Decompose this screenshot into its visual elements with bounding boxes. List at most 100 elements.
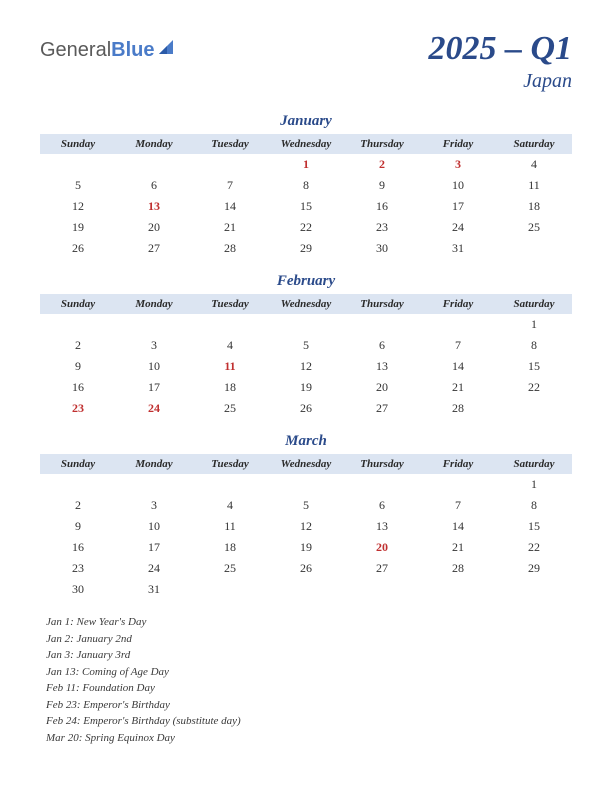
calendar-row: 3031 xyxy=(40,579,572,600)
calendar-cell: 13 xyxy=(344,356,420,377)
calendar-cell: 29 xyxy=(496,558,572,579)
logo-text-2: Blue xyxy=(111,39,154,62)
day-header: Thursday xyxy=(344,454,420,474)
calendar-cell: 30 xyxy=(40,579,116,600)
calendar-cell xyxy=(268,474,344,495)
calendar-cell: 13 xyxy=(116,196,192,217)
calendar-cell: 7 xyxy=(420,495,496,516)
months-container: January SundayMondayTuesdayWednesdayThurs… xyxy=(40,113,572,600)
calendar-cell: 3 xyxy=(116,495,192,516)
calendar-cell: 18 xyxy=(496,196,572,217)
calendar-row: 16171819202122 xyxy=(40,537,572,558)
calendar-cell: 16 xyxy=(344,196,420,217)
calendar-row: 1 xyxy=(40,314,572,335)
calendar-cell: 25 xyxy=(496,217,572,238)
holiday-entry: Mar 20: Spring Equinox Day xyxy=(46,730,572,747)
calendar-cell xyxy=(192,579,268,600)
calendar-cell: 16 xyxy=(40,537,116,558)
calendar-table: SundayMondayTuesdayWednesdayThursdayFrid… xyxy=(40,134,572,259)
logo-text-1: General xyxy=(40,39,111,62)
calendar-cell: 18 xyxy=(192,377,268,398)
calendar-cell: 31 xyxy=(116,579,192,600)
calendar-cell xyxy=(268,579,344,600)
calendar-row: 2345678 xyxy=(40,335,572,356)
calendar-cell: 1 xyxy=(496,474,572,495)
calendar-cell: 20 xyxy=(344,377,420,398)
day-header: Saturday xyxy=(496,454,572,474)
calendar-cell: 26 xyxy=(268,398,344,419)
calendar-cell: 15 xyxy=(496,356,572,377)
calendar-cell xyxy=(192,474,268,495)
day-header: Tuesday xyxy=(192,294,268,314)
title-block: 2025 – Q1 Japan xyxy=(428,30,572,93)
calendar-cell: 23 xyxy=(344,217,420,238)
calendar-cell: 4 xyxy=(192,495,268,516)
calendar-cell xyxy=(116,474,192,495)
calendar-cell: 24 xyxy=(116,398,192,419)
calendar-cell xyxy=(192,314,268,335)
calendar-cell: 21 xyxy=(420,537,496,558)
calendar-cell xyxy=(420,579,496,600)
page-title: 2025 – Q1 xyxy=(428,30,572,68)
calendar-cell: 17 xyxy=(116,377,192,398)
calendar-cell: 21 xyxy=(420,377,496,398)
calendar-cell: 28 xyxy=(420,558,496,579)
calendar-cell: 19 xyxy=(40,217,116,238)
calendar-cell: 15 xyxy=(268,196,344,217)
holiday-list: Jan 1: New Year's DayJan 2: January 2ndJ… xyxy=(40,614,572,746)
calendar-cell: 14 xyxy=(192,196,268,217)
calendar-cell: 9 xyxy=(40,516,116,537)
month-name: January xyxy=(40,113,572,130)
calendar-cell: 11 xyxy=(496,175,572,196)
calendar-cell: 10 xyxy=(116,516,192,537)
calendar-cell: 5 xyxy=(268,335,344,356)
calendar-cell: 22 xyxy=(496,377,572,398)
holiday-entry: Jan 3: January 3rd xyxy=(46,647,572,664)
day-header: Friday xyxy=(420,454,496,474)
logo: GeneralBlue xyxy=(40,38,175,62)
calendar-cell: 8 xyxy=(268,175,344,196)
calendar-cell: 11 xyxy=(192,516,268,537)
calendar-row: 19202122232425 xyxy=(40,217,572,238)
calendar-cell xyxy=(496,398,572,419)
calendar-cell: 28 xyxy=(192,238,268,259)
calendar-cell: 7 xyxy=(192,175,268,196)
day-header: Saturday xyxy=(496,134,572,154)
day-header: Sunday xyxy=(40,294,116,314)
calendar-cell: 19 xyxy=(268,537,344,558)
calendar-cell: 29 xyxy=(268,238,344,259)
calendar-row: 23242526272829 xyxy=(40,558,572,579)
calendar-cell: 10 xyxy=(116,356,192,377)
calendar-cell: 11 xyxy=(192,356,268,377)
calendar-cell xyxy=(344,474,420,495)
calendar-cell: 4 xyxy=(496,154,572,175)
calendar-cell: 2 xyxy=(40,335,116,356)
calendar-cell: 3 xyxy=(116,335,192,356)
calendar-table: SundayMondayTuesdayWednesdayThursdayFrid… xyxy=(40,294,572,419)
calendar-cell xyxy=(420,314,496,335)
calendar-cell: 9 xyxy=(344,175,420,196)
calendar-cell: 15 xyxy=(496,516,572,537)
holiday-entry: Jan 13: Coming of Age Day xyxy=(46,664,572,681)
month-name: March xyxy=(40,433,572,450)
month-block: FebruarySundayMondayTuesdayWednesdayThur… xyxy=(40,273,572,419)
calendar-cell: 24 xyxy=(116,558,192,579)
calendar-cell: 30 xyxy=(344,238,420,259)
calendar-row: 1234 xyxy=(40,154,572,175)
calendar-cell: 12 xyxy=(268,516,344,537)
calendar-cell: 24 xyxy=(420,217,496,238)
calendar-cell: 27 xyxy=(116,238,192,259)
calendar-row: 9101112131415 xyxy=(40,516,572,537)
day-header: Sunday xyxy=(40,134,116,154)
calendar-cell: 2 xyxy=(344,154,420,175)
month-block: MarchSundayMondayTuesdayWednesdayThursda… xyxy=(40,433,572,600)
calendar-cell xyxy=(496,579,572,600)
calendar-row: 9101112131415 xyxy=(40,356,572,377)
calendar-cell xyxy=(420,474,496,495)
holiday-entry: Feb 23: Emperor's Birthday xyxy=(46,697,572,714)
calendar-cell: 13 xyxy=(344,516,420,537)
calendar-cell: 10 xyxy=(420,175,496,196)
calendar-cell: 12 xyxy=(268,356,344,377)
day-header: Wednesday xyxy=(268,134,344,154)
calendar-cell: 21 xyxy=(192,217,268,238)
